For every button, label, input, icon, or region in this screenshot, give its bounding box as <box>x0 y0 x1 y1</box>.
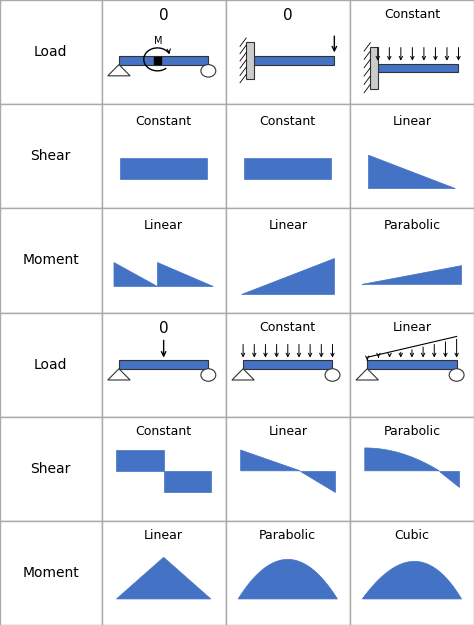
Polygon shape <box>232 369 254 380</box>
Text: 0: 0 <box>159 8 168 23</box>
Text: M: M <box>155 36 163 46</box>
FancyBboxPatch shape <box>367 361 456 369</box>
FancyBboxPatch shape <box>164 471 211 492</box>
Polygon shape <box>365 448 439 471</box>
Polygon shape <box>368 155 456 189</box>
FancyBboxPatch shape <box>244 158 331 179</box>
Polygon shape <box>356 369 378 380</box>
FancyBboxPatch shape <box>243 361 332 369</box>
Text: Shear: Shear <box>31 462 71 476</box>
Text: Parabolic: Parabolic <box>383 425 440 438</box>
Text: Moment: Moment <box>22 253 79 268</box>
Polygon shape <box>108 369 130 380</box>
FancyBboxPatch shape <box>154 58 161 64</box>
Polygon shape <box>241 258 334 294</box>
Text: Linear: Linear <box>268 219 307 232</box>
Text: Linear: Linear <box>392 321 431 334</box>
Text: Cubic: Cubic <box>394 529 429 542</box>
Text: Constant: Constant <box>136 425 191 438</box>
FancyBboxPatch shape <box>117 450 164 471</box>
Polygon shape <box>108 64 130 76</box>
FancyBboxPatch shape <box>246 42 254 79</box>
Text: 0: 0 <box>283 8 292 23</box>
Text: Constant: Constant <box>136 114 191 128</box>
Polygon shape <box>157 262 213 286</box>
Text: Linear: Linear <box>144 529 183 542</box>
Circle shape <box>201 369 216 381</box>
Text: Shear: Shear <box>31 149 71 163</box>
Text: Constant: Constant <box>384 8 440 21</box>
FancyBboxPatch shape <box>378 64 458 72</box>
FancyBboxPatch shape <box>119 56 209 64</box>
Text: Linear: Linear <box>144 219 183 232</box>
Text: Constant: Constant <box>260 114 316 128</box>
Polygon shape <box>117 558 211 599</box>
Text: Linear: Linear <box>268 425 307 438</box>
FancyBboxPatch shape <box>119 361 209 369</box>
Text: Linear: Linear <box>392 114 431 128</box>
Text: 0: 0 <box>159 321 168 336</box>
Text: Parabolic: Parabolic <box>383 219 440 232</box>
Polygon shape <box>362 266 462 284</box>
Circle shape <box>449 369 464 381</box>
Text: Parabolic: Parabolic <box>259 529 316 542</box>
Text: Moment: Moment <box>22 566 79 580</box>
FancyBboxPatch shape <box>120 158 207 179</box>
Polygon shape <box>439 471 459 488</box>
Polygon shape <box>300 471 335 492</box>
Polygon shape <box>114 262 157 286</box>
Text: Load: Load <box>34 45 67 59</box>
FancyBboxPatch shape <box>254 56 334 64</box>
Text: Load: Load <box>34 357 67 372</box>
Polygon shape <box>241 450 300 471</box>
Circle shape <box>325 369 340 381</box>
Polygon shape <box>362 561 462 599</box>
Circle shape <box>201 64 216 77</box>
FancyBboxPatch shape <box>370 47 378 89</box>
Text: Constant: Constant <box>260 321 316 334</box>
Polygon shape <box>238 559 337 599</box>
